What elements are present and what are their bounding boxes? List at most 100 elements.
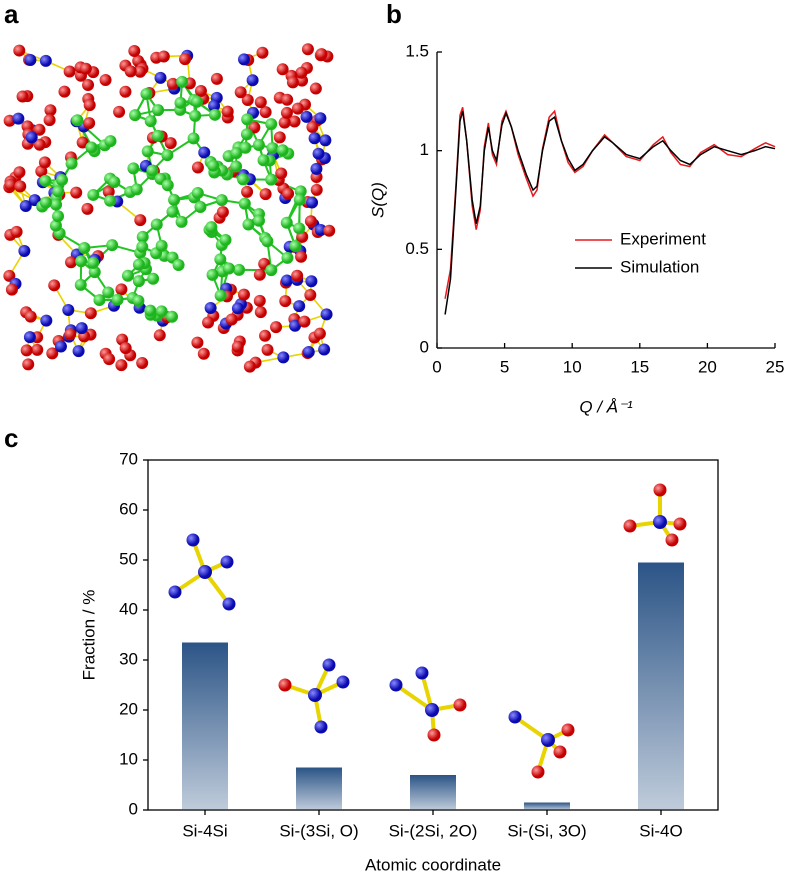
atom: [315, 48, 328, 61]
atom: [314, 720, 328, 734]
atom: [136, 230, 149, 243]
atom: [230, 147, 243, 160]
atom: [176, 75, 189, 88]
atom: [168, 585, 182, 599]
atom: [102, 286, 115, 299]
atom: [31, 343, 44, 356]
atom: [313, 327, 326, 340]
atom: [154, 71, 167, 84]
atom: [49, 219, 62, 232]
atom: [140, 88, 153, 101]
atom: [115, 359, 128, 372]
atom: [121, 269, 134, 282]
atom: [10, 225, 23, 238]
atom: [62, 303, 75, 316]
atom: [293, 193, 306, 206]
atom: [265, 264, 278, 277]
atom: [273, 131, 286, 144]
atom: [246, 74, 259, 87]
atom: [186, 533, 200, 547]
atom: [280, 216, 293, 229]
atom: [259, 106, 272, 119]
atom: [252, 214, 265, 227]
atom: [204, 302, 217, 315]
atom: [322, 658, 336, 672]
atom: [206, 268, 219, 281]
y-tick-label: 1: [420, 140, 429, 159]
atom: [231, 340, 244, 353]
atom: [76, 136, 89, 149]
atom: [254, 96, 267, 109]
atom: [104, 135, 117, 148]
atom: [152, 104, 165, 117]
atom: [276, 63, 289, 76]
bar: [524, 802, 570, 810]
atom: [300, 110, 313, 123]
structure-image: [3, 43, 336, 373]
atom: [256, 46, 269, 59]
y-axis-label: S(Q): [368, 182, 387, 218]
atom: [23, 331, 36, 344]
atom: [33, 123, 46, 136]
atom: [219, 233, 232, 246]
y-tick-label: 0: [129, 799, 138, 818]
atom: [104, 194, 117, 207]
y-tick-label: 40: [119, 599, 138, 618]
atom: [144, 115, 157, 128]
atom: [83, 117, 96, 130]
atom: [39, 174, 52, 187]
atom: [241, 93, 254, 106]
y-tick-label: 1.5: [405, 41, 429, 60]
atom: [102, 185, 115, 198]
atom: [415, 666, 429, 680]
atom: [215, 194, 228, 207]
atom: [13, 166, 26, 179]
atom: [19, 199, 32, 212]
atom: [295, 66, 308, 79]
atom: [295, 250, 308, 263]
atom: [191, 336, 204, 349]
atom: [168, 193, 181, 206]
y-tick-label: 0: [420, 337, 429, 356]
atom: [202, 316, 215, 329]
atom: [302, 345, 315, 358]
atom: [310, 183, 323, 196]
atom: [288, 115, 301, 128]
atom: [277, 351, 290, 364]
atom: [280, 274, 293, 287]
atom: [166, 310, 179, 323]
atom: [147, 272, 160, 285]
x-tick-label: Si-(3Si, O): [279, 821, 358, 840]
atom: [280, 106, 293, 119]
atom: [72, 345, 85, 358]
y-tick-label: 20: [119, 699, 138, 718]
y-tick-label: 0.5: [405, 239, 429, 258]
atom: [22, 358, 35, 371]
atom: [314, 112, 327, 125]
atom: [43, 114, 56, 127]
atom: [261, 235, 274, 248]
atom: [301, 43, 314, 56]
atom: [87, 256, 100, 269]
atom: [214, 253, 227, 266]
bond: [394, 683, 434, 712]
atom: [243, 360, 256, 373]
atom: [157, 50, 170, 63]
atom: [113, 105, 126, 118]
atom: [39, 54, 52, 67]
x-tick-label: Si-4Si: [182, 821, 227, 840]
y-axis-label: Fraction / %: [79, 590, 98, 681]
y-tick-label: 60: [119, 499, 138, 518]
atom: [191, 161, 204, 174]
atom: [306, 196, 319, 209]
atom: [239, 141, 252, 154]
atom: [48, 279, 61, 292]
x-tick-label: 0: [432, 357, 441, 376]
atom: [286, 76, 299, 89]
atom: [65, 157, 78, 170]
atom: [164, 137, 177, 150]
atom: [259, 188, 272, 201]
atom: [222, 262, 235, 275]
atom: [319, 134, 332, 147]
atom: [40, 314, 53, 327]
